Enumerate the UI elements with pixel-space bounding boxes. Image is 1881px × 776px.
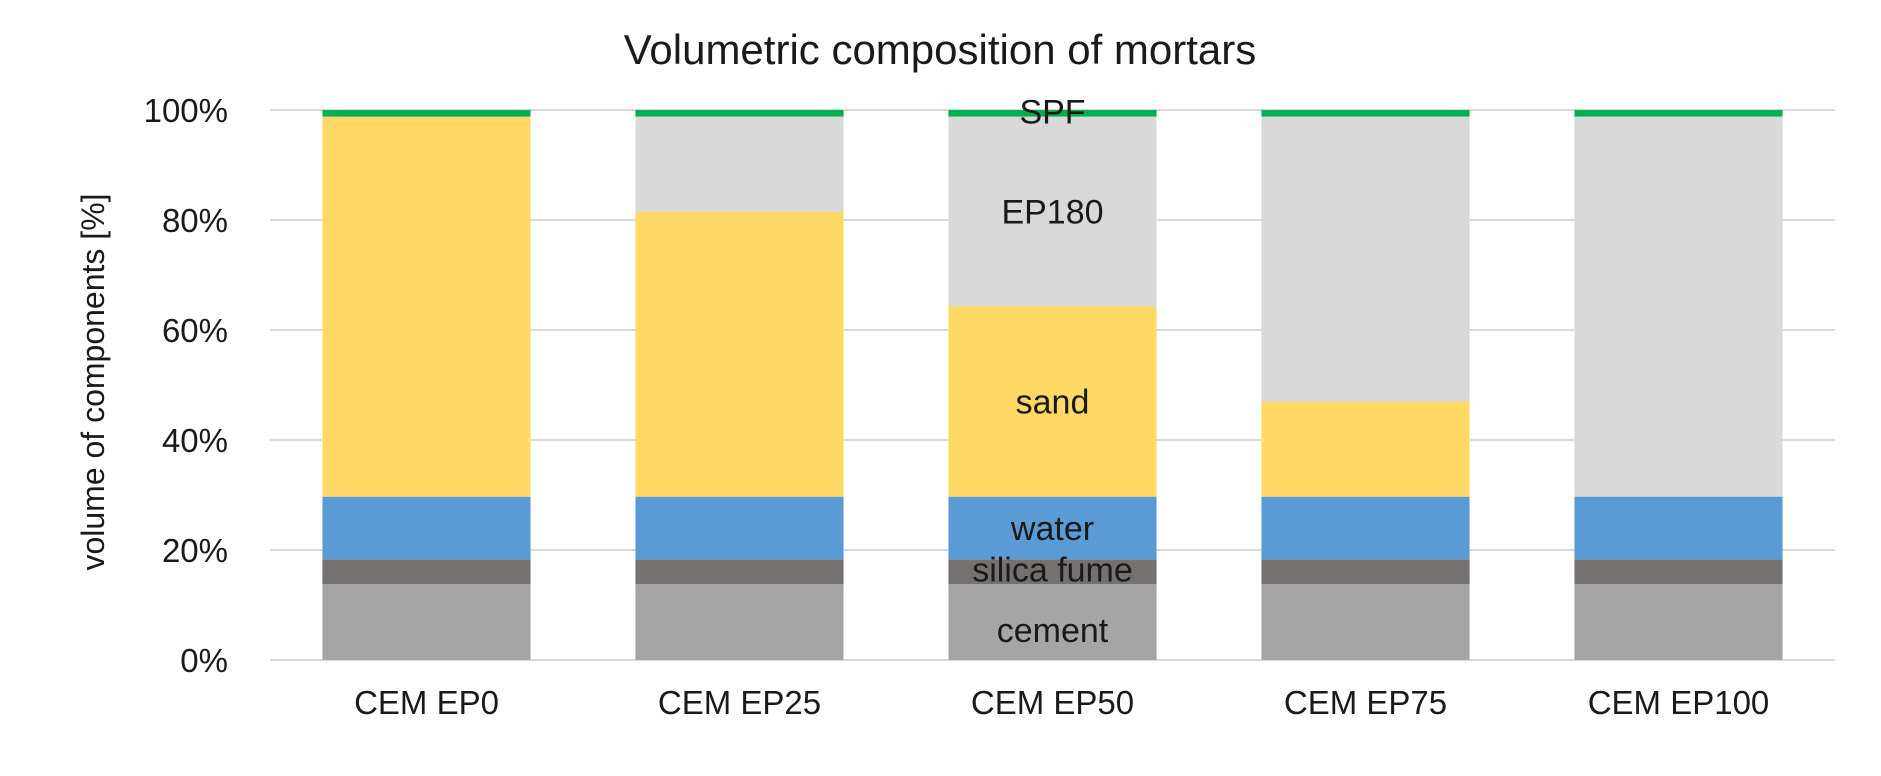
y-tick-label: 60% xyxy=(162,312,228,349)
x-tick-label: CEM EP75 xyxy=(1284,684,1447,721)
bars xyxy=(322,110,1783,660)
y-tick-label: 100% xyxy=(144,92,228,129)
bar-segment-water-cem-ep100 xyxy=(1574,496,1783,560)
segment-label-ep180: EP180 xyxy=(1001,193,1103,231)
bar-segment-ep180-cem-ep25 xyxy=(635,116,844,212)
bar-segment-cement-cem-ep75 xyxy=(1261,584,1470,660)
y-tick-label: 0% xyxy=(180,642,228,679)
y-tick-label: 20% xyxy=(162,532,228,569)
bar-segment-water-cem-ep75 xyxy=(1261,496,1470,560)
segment-label-cement: cement xyxy=(997,612,1109,650)
bar-segment-sand-cem-ep75 xyxy=(1261,401,1470,497)
bar-segment-ep180-cem-ep50 xyxy=(948,116,1157,307)
bar-segment-water-cem-ep50 xyxy=(948,496,1157,560)
bar-stack-cem-ep75 xyxy=(1261,110,1470,660)
bar-segment-silica-fume-cem-ep25 xyxy=(635,559,844,585)
bar-segment-sand-cem-ep25 xyxy=(635,211,844,497)
y-axis-ticks: 0% 20% 40% 60% 80% 100% xyxy=(144,92,228,679)
x-tick-label: CEM EP0 xyxy=(354,684,499,721)
y-tick-label: 40% xyxy=(162,422,228,459)
bar-stack-cem-ep0 xyxy=(322,110,531,660)
bar-segment-spf-cem-ep50 xyxy=(948,110,1157,117)
bar-segment-silica-fume-cem-ep75 xyxy=(1261,559,1470,585)
bar-segment-spf-cem-ep0 xyxy=(322,110,531,117)
bar-segment-water-cem-ep25 xyxy=(635,496,844,560)
bar-segment-silica-fume-cem-ep100 xyxy=(1574,559,1783,585)
bar-segment-ep180-cem-ep100 xyxy=(1574,116,1783,497)
bar-segment-silica-fume-cem-ep0 xyxy=(322,559,531,585)
segment-label-water: water xyxy=(1010,510,1094,548)
segment-label-silica-fume: silica fume xyxy=(972,552,1133,590)
bar-segment-spf-cem-ep100 xyxy=(1574,110,1783,117)
segment-label-sand: sand xyxy=(1016,384,1090,422)
bar-segment-sand-cem-ep50 xyxy=(948,306,1157,497)
x-tick-label: CEM EP50 xyxy=(971,684,1134,721)
bar-stack-cem-ep25 xyxy=(635,110,844,660)
y-axis-label: volume of components [%] xyxy=(75,193,111,570)
bar-segment-sand-cem-ep0 xyxy=(322,116,531,497)
bar-segment-cement-cem-ep50 xyxy=(948,584,1157,660)
bar-segment-water-cem-ep0 xyxy=(322,496,531,560)
bar-stack-cem-ep100 xyxy=(1574,110,1783,660)
segment-label-spf: SPF xyxy=(1019,93,1085,131)
bar-segment-cement-cem-ep25 xyxy=(635,584,844,660)
x-axis-ticks: CEM EP0 CEM EP25 CEM EP50 CEM EP75 CEM EP100 xyxy=(354,684,1769,721)
bar-segment-spf-cem-ep25 xyxy=(635,110,844,117)
x-tick-label: CEM EP25 xyxy=(658,684,821,721)
bar-segment-silica-fume-cem-ep50 xyxy=(948,559,1157,585)
x-tick-label: CEM EP100 xyxy=(1588,684,1770,721)
bar-segment-cement-cem-ep0 xyxy=(322,584,531,660)
bar-segment-cement-cem-ep100 xyxy=(1574,584,1783,660)
bar-segment-ep180-cem-ep75 xyxy=(1261,116,1470,402)
chart-title: Volumetric composition of mortars xyxy=(624,26,1257,73)
bar-stack-cem-ep50 xyxy=(948,110,1157,660)
bar-segment-spf-cem-ep75 xyxy=(1261,110,1470,117)
y-tick-label: 80% xyxy=(162,202,228,239)
segment-labels: cement silica fume water sand EP180 SPF xyxy=(972,93,1133,650)
